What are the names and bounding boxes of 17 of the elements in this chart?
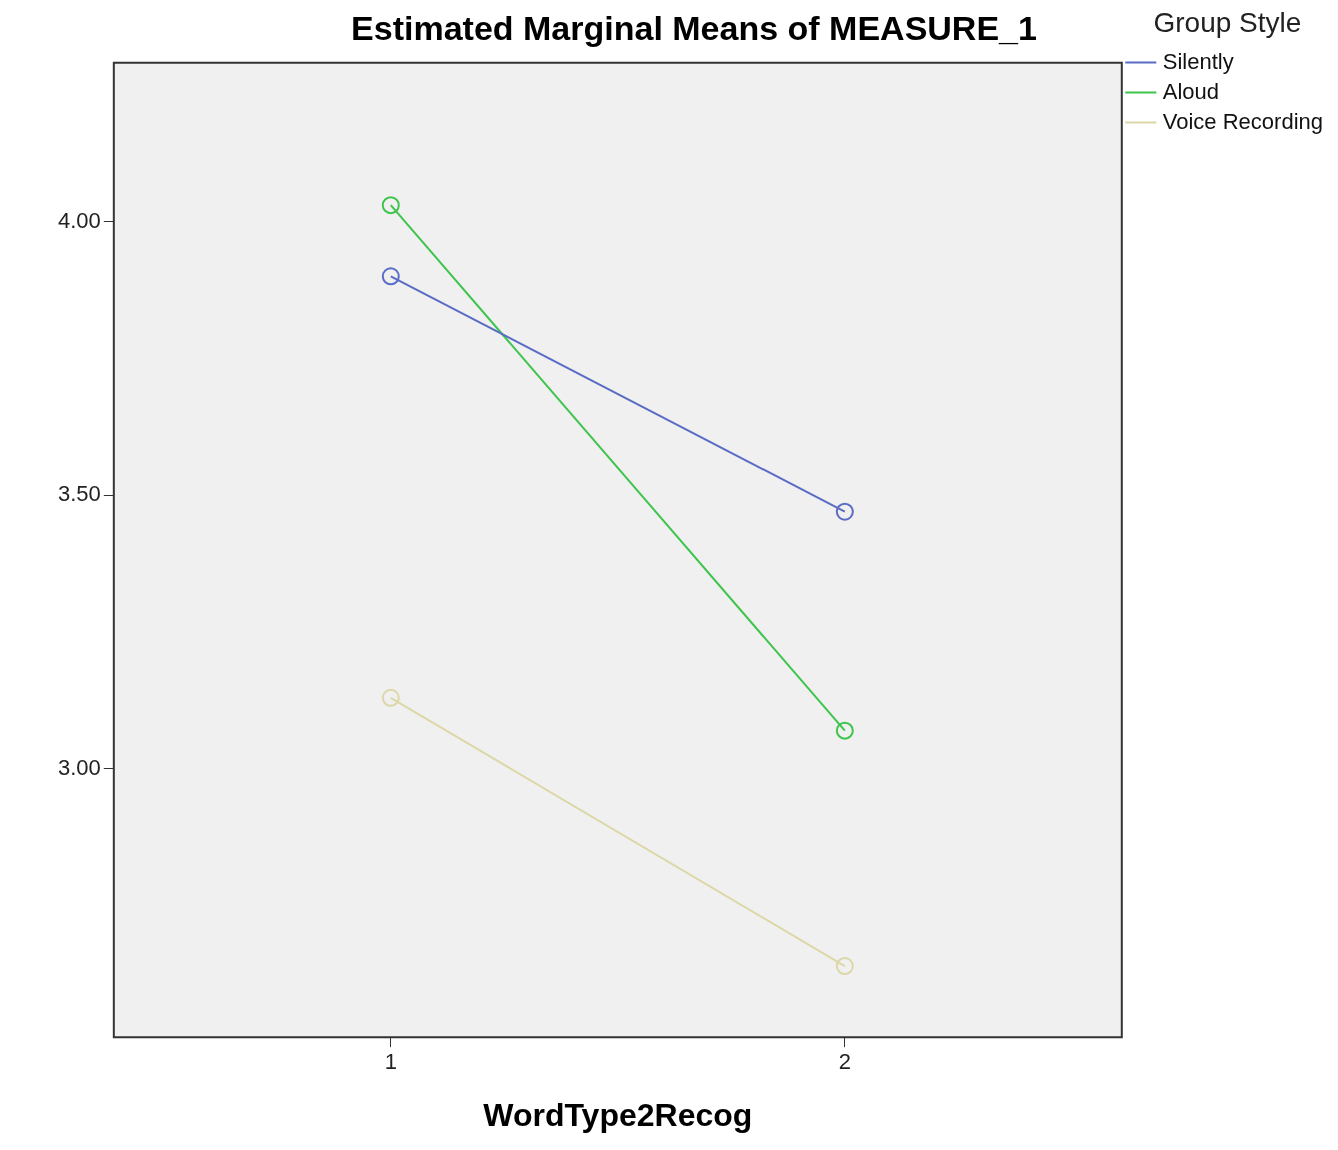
point (835, 721, 854, 740)
y-tick-label: 4.00 (57, 207, 101, 233)
chart-title: Estimated Marginal Means of MEASURE_1 (351, 8, 1037, 47)
point (835, 957, 854, 976)
x-axis-title: WordType2Recog (483, 1096, 753, 1133)
x-tick-label: 2 (838, 1049, 851, 1075)
y-tick-label: 3.50 (57, 481, 101, 507)
legend-label: Aloud (1162, 78, 1220, 104)
y-tick-label: 3.00 (57, 755, 101, 781)
point (381, 688, 400, 707)
point (381, 196, 400, 215)
point (381, 267, 400, 286)
legend-label: Silently (1162, 48, 1234, 74)
legend-title: Group Style (1153, 6, 1302, 38)
point (835, 502, 854, 521)
x-tick-label: 1 (384, 1049, 397, 1075)
legend-label: Voice Recording (1162, 108, 1324, 134)
